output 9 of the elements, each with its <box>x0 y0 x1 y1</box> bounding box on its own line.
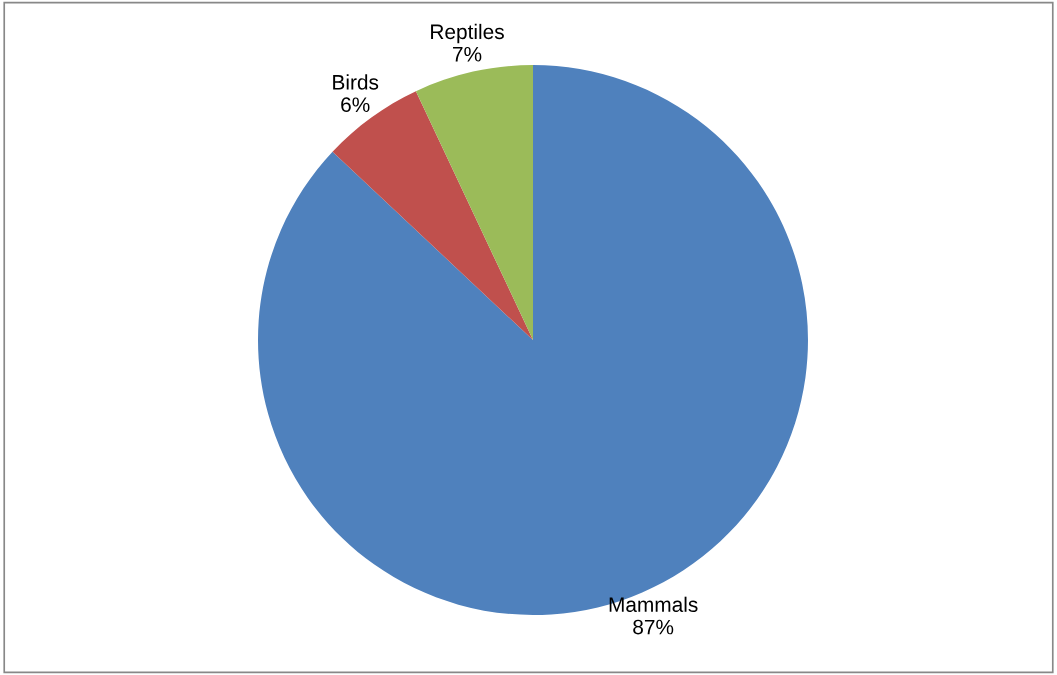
data-label: 6% <box>341 97 370 113</box>
pie-slice <box>415 65 533 340</box>
slice-label: Mammals <box>609 596 698 612</box>
slice-label: Birds <box>333 74 379 90</box>
data-label: 7% <box>453 46 482 62</box>
slice-label: Reptiles <box>431 23 504 44</box>
data-label: 87% <box>633 619 674 635</box>
pie-slice <box>332 91 533 340</box>
pie-slice <box>258 65 808 615</box>
